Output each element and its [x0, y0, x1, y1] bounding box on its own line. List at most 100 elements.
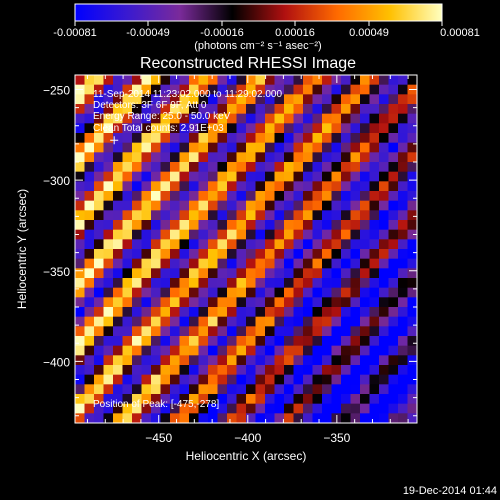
heatmap-cell: [170, 181, 180, 192]
heatmap-cell: [274, 394, 285, 405]
heatmap-cell: [293, 104, 304, 115]
heatmap-cell: [189, 365, 199, 376]
heatmap-cell: [122, 220, 133, 231]
heatmap-cell: [369, 123, 380, 134]
heatmap-cell: [293, 278, 304, 289]
heatmap-cell: [322, 123, 332, 134]
heatmap-cell: [331, 394, 342, 405]
heatmap-cell: [189, 104, 199, 115]
heatmap-cell: [84, 239, 95, 250]
heatmap-cell: [227, 220, 237, 231]
heatmap-cell: [398, 210, 408, 221]
heatmap-cell: [84, 278, 95, 289]
heatmap-cell: [132, 200, 142, 211]
heatmap-cell: [350, 123, 361, 134]
heatmap-cell: [360, 220, 370, 231]
heatmap-cell: [388, 249, 399, 260]
heatmap-cell: [227, 287, 237, 298]
heatmap-cell: [274, 384, 285, 395]
heatmap-cell: [293, 355, 304, 366]
heatmap-cell: [274, 191, 285, 202]
heatmap-cell: [369, 84, 380, 95]
heatmap-cell: [122, 162, 133, 173]
heatmap-cell: [246, 336, 256, 347]
heatmap-cell: [407, 307, 417, 318]
heatmap-cell: [265, 113, 275, 124]
heatmap-cell: [398, 413, 408, 423]
heatmap-cell: [322, 258, 332, 269]
heatmap-cell: [246, 258, 256, 269]
heatmap-cell: [407, 278, 417, 289]
colorbar-tick-label-2: -0.00016: [200, 27, 243, 39]
heatmap-cell: [227, 249, 237, 260]
heatmap-cell: [303, 268, 313, 279]
heatmap-cell: [122, 258, 133, 269]
heatmap-cell: [388, 403, 399, 414]
heatmap-cell: [179, 191, 190, 202]
heatmap-cell: [189, 297, 199, 308]
heatmap-cell: [255, 374, 266, 385]
heatmap-cell: [369, 403, 380, 414]
heatmap-cell: [122, 210, 133, 221]
heatmap-cell: [293, 84, 304, 95]
heatmap-cell: [388, 133, 399, 144]
heatmap-cell: [255, 413, 266, 423]
heatmap-cell: [341, 142, 351, 153]
heatmap-cell: [312, 162, 323, 173]
heatmap-cell: [398, 355, 408, 366]
heatmap-cell: [274, 113, 285, 124]
heatmap-cell: [84, 374, 95, 385]
heatmap-cell: [84, 113, 95, 124]
heatmap-cell: [84, 84, 95, 95]
heatmap-cell: [236, 104, 247, 115]
heatmap-cell: [274, 297, 285, 308]
heatmap-cell: [331, 278, 342, 289]
heatmap-cell: [122, 268, 133, 279]
heatmap-cell: [369, 355, 380, 366]
heatmap-cell: [303, 384, 313, 395]
heatmap-cell: [227, 297, 237, 308]
heatmap-cell: [132, 94, 142, 105]
heatmap-cell: [265, 394, 275, 405]
heatmap-cell: [360, 142, 370, 153]
heatmap-cell: [265, 84, 275, 95]
heatmap-cell: [331, 403, 342, 414]
heatmap-cell: [94, 316, 104, 327]
x-tick-label: −400: [234, 431, 261, 445]
heatmap-cell: [246, 84, 256, 95]
heatmap-cell: [293, 345, 304, 356]
heatmap-cell: [360, 258, 370, 269]
heatmap-cell: [265, 229, 275, 240]
heatmap-cell: [284, 374, 294, 385]
heatmap-cell: [388, 200, 399, 211]
heatmap-cell: [274, 133, 285, 144]
heatmap-cell: [208, 94, 218, 105]
heatmap-cell: [170, 171, 180, 182]
heatmap-cell: [388, 84, 399, 95]
heatmap-cell: [75, 258, 85, 269]
heatmap-cell: [255, 403, 266, 414]
heatmap-cell: [236, 191, 247, 202]
heatmap-cell: [189, 413, 199, 423]
heatmap-cell: [103, 152, 114, 163]
heatmap-cell: [284, 268, 294, 279]
heatmap-cell: [84, 171, 95, 182]
heatmap-cell: [379, 113, 389, 124]
heatmap-cell: [113, 142, 123, 153]
heatmap-cell: [360, 326, 370, 337]
heatmap-cell: [198, 84, 209, 95]
heatmap-cell: [322, 384, 332, 395]
heatmap-cell: [227, 229, 237, 240]
heatmap-cell: [322, 229, 332, 240]
y-tick-label: −300: [43, 174, 70, 188]
heatmap-cell: [227, 152, 237, 163]
heatmap-cell: [379, 249, 389, 260]
heatmap-cell: [341, 220, 351, 231]
heatmap-cell: [379, 307, 389, 318]
heatmap-cell: [227, 413, 237, 423]
heatmap-cell: [141, 181, 152, 192]
heatmap-cell: [179, 336, 190, 347]
heatmap-cell: [208, 191, 218, 202]
heatmap-cell: [113, 403, 123, 414]
heatmap-cell: [341, 249, 351, 260]
